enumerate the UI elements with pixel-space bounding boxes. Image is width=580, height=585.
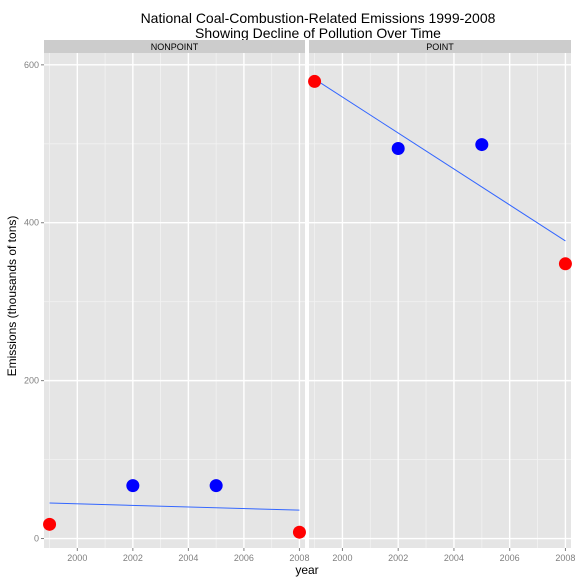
panel-nonpoint: NONPOINT <box>43 40 306 548</box>
x-tick-label: 2002 <box>388 553 408 563</box>
strip-label-point: POINT <box>426 42 454 52</box>
data-point <box>292 525 306 539</box>
x-tick-label: 2008 <box>289 553 309 563</box>
x-tick-label: 2002 <box>123 553 143 563</box>
x-axis-title: year <box>295 563 318 577</box>
data-point <box>308 74 322 88</box>
gridlines-nonpoint <box>44 53 305 548</box>
x-tick-label: 2006 <box>500 553 520 563</box>
y-axis: 0 200 400 600 <box>24 60 44 544</box>
strip-label-nonpoint: NONPOINT <box>151 42 199 52</box>
strip-point <box>309 40 571 53</box>
x-tick-label: 2006 <box>234 553 254 563</box>
x-tick-label: 2008 <box>555 553 575 563</box>
x-tick-label: 2004 <box>444 553 464 563</box>
chart-title-line-1: National Coal-Combustion-Related Emissio… <box>141 10 496 26</box>
data-point <box>209 479 223 493</box>
data-point <box>391 142 405 156</box>
trend-line-nonpoint <box>49 502 300 511</box>
x-tick-label: 2000 <box>332 553 352 563</box>
y-tick-label: 600 <box>24 60 39 70</box>
gridlines-point <box>309 53 571 548</box>
panels-layer: NONPOINT POINT <box>43 40 572 548</box>
x-tick-label: 2000 <box>67 553 87 563</box>
trend-line-point <box>314 78 566 242</box>
panel-background-point <box>309 53 571 548</box>
data-point <box>126 479 140 493</box>
y-tick-label: 0 <box>34 534 39 544</box>
chart-title-line-2: Showing Decline of Pollution Over Time <box>195 25 441 41</box>
panel-background-nonpoint <box>44 53 305 548</box>
y-tick-label: 400 <box>24 218 39 228</box>
x-axis: 2000 2002 2004 2006 2008 2000 2002 2004 2006 2008 <box>67 548 575 563</box>
y-axis-title: Emissions (thousands of tons) <box>5 216 19 377</box>
y-tick-label: 200 <box>24 376 39 386</box>
panel-point: POINT <box>308 40 572 548</box>
data-point <box>558 257 572 271</box>
data-point <box>475 138 489 152</box>
x-tick-label: 2004 <box>178 553 198 563</box>
strip-nonpoint <box>44 40 305 53</box>
data-point <box>43 517 57 531</box>
